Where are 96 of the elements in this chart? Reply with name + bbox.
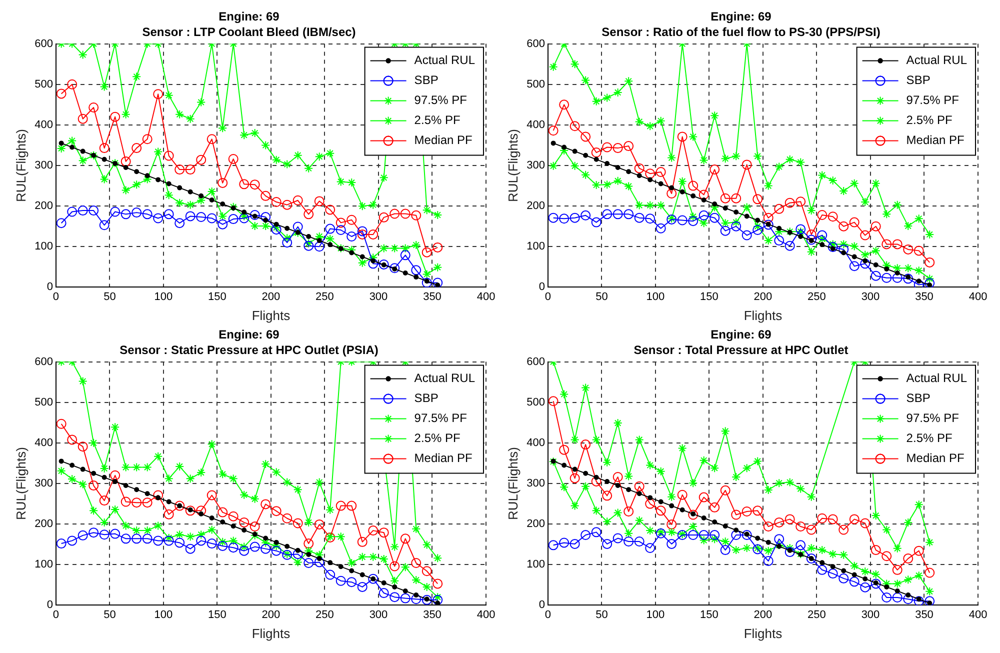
chart-subtitle: Sensor : Static Pressure at HPC Outlet (PSIA) bbox=[120, 342, 378, 357]
x-tick-label: 50 bbox=[104, 608, 116, 621]
y-tick-label: 400 bbox=[526, 118, 545, 131]
legend-label: 2.5% PF bbox=[906, 431, 952, 446]
x-tick-label: 400 bbox=[476, 290, 496, 303]
x-tick-label: 350 bbox=[423, 608, 442, 621]
legend-label: 97.5% PF bbox=[414, 93, 468, 108]
y-tick-label: 300 bbox=[526, 478, 545, 490]
legend-label: Actual RUL bbox=[414, 53, 476, 68]
y-tick-label: 500 bbox=[34, 78, 53, 90]
x-tick-label: 150 bbox=[208, 290, 226, 303]
x-tick-label: 200 bbox=[754, 608, 772, 621]
x-tick-label: 100 bbox=[646, 290, 665, 303]
x-tick-label: 400 bbox=[968, 290, 988, 303]
y-tick-label: 400 bbox=[34, 118, 53, 131]
x-tick-label: 300 bbox=[861, 608, 880, 621]
y-tick-label: 200 bbox=[34, 200, 53, 212]
y-tick-label: 500 bbox=[526, 396, 545, 408]
x-axis-title: Flights bbox=[744, 308, 783, 323]
y-tick-label: 200 bbox=[526, 518, 545, 530]
x-tick-label: 250 bbox=[808, 290, 826, 303]
y-tick-label: 0 bbox=[538, 281, 545, 294]
legend-label: 2.5% PF bbox=[906, 113, 952, 128]
x-tick-label: 350 bbox=[915, 290, 934, 303]
x-tick-label: 400 bbox=[476, 608, 496, 621]
legend-label: Actual RUL bbox=[906, 371, 968, 386]
x-tick-label: 150 bbox=[700, 290, 718, 303]
x-tick-label: 250 bbox=[808, 608, 826, 621]
y-tick-label: 600 bbox=[526, 356, 545, 368]
chart-subtitle: Sensor : Ratio of the fuel flow to PS-30 (PPS/PSI) bbox=[602, 24, 880, 39]
x-tick-label: 100 bbox=[154, 290, 173, 303]
y-tick-label: 500 bbox=[34, 396, 53, 408]
x-tick-label: 200 bbox=[262, 608, 280, 621]
legend-label: 2.5% PF bbox=[414, 113, 460, 128]
y-axis-title: RUL(Flights) bbox=[13, 129, 28, 202]
x-axis-title: Flights bbox=[744, 626, 783, 641]
legend-label: Actual RUL bbox=[906, 53, 968, 68]
y-tick-label: 0 bbox=[538, 599, 545, 612]
y-axis-title: RUL(Flights) bbox=[505, 129, 520, 202]
chart-title: Engine: 69 bbox=[710, 10, 772, 24]
legend-label: Median PF bbox=[906, 451, 964, 466]
x-tick-label: 400 bbox=[968, 608, 988, 621]
legend-label: Median PF bbox=[414, 451, 472, 466]
legend-label: SBP bbox=[414, 391, 438, 406]
y-tick-label: 600 bbox=[526, 38, 545, 50]
x-axis-title: Flights bbox=[252, 626, 291, 641]
x-tick-label: 150 bbox=[700, 608, 718, 621]
y-tick-label: 300 bbox=[34, 478, 53, 490]
y-tick-label: 400 bbox=[526, 436, 545, 449]
x-tick-label: 50 bbox=[596, 290, 608, 303]
y-axis-title: RUL(Flights) bbox=[13, 447, 28, 520]
chart-title: Engine: 69 bbox=[218, 10, 280, 24]
legend-label: 97.5% PF bbox=[906, 411, 960, 426]
chart-title: Engine: 69 bbox=[710, 328, 772, 342]
x-tick-label: 200 bbox=[262, 290, 280, 303]
legend-label: 2.5% PF bbox=[414, 431, 460, 446]
x-tick-label: 200 bbox=[754, 290, 772, 303]
y-tick-label: 200 bbox=[34, 518, 53, 530]
x-tick-label: 100 bbox=[154, 608, 173, 621]
y-tick-label: 0 bbox=[46, 281, 53, 294]
legend-label: 97.5% PF bbox=[414, 411, 468, 426]
y-tick-label: 100 bbox=[526, 240, 545, 253]
x-tick-label: 300 bbox=[369, 608, 388, 621]
y-axis-title: RUL(Flights) bbox=[505, 447, 520, 520]
chart-title: Engine: 69 bbox=[218, 328, 280, 342]
y-tick-label: 300 bbox=[34, 160, 53, 172]
legend-label: Actual RUL bbox=[414, 371, 476, 386]
y-tick-label: 600 bbox=[34, 356, 53, 368]
legend-label: SBP bbox=[906, 73, 930, 88]
x-tick-label: 50 bbox=[596, 608, 608, 621]
legend-label: SBP bbox=[906, 391, 930, 406]
legend-label: Median PF bbox=[414, 133, 472, 148]
x-tick-label: 250 bbox=[316, 290, 334, 303]
x-tick-label: 50 bbox=[104, 290, 116, 303]
x-tick-label: 250 bbox=[316, 608, 334, 621]
chart-subtitle: Sensor : Total Pressure at HPC Outlet bbox=[634, 342, 848, 357]
chart-subtitle: Sensor : LTP Coolant Bleed (IBM/sec) bbox=[142, 24, 356, 39]
x-tick-label: 300 bbox=[369, 290, 388, 303]
x-tick-label: 350 bbox=[915, 608, 934, 621]
x-axis-title: Flights bbox=[252, 308, 291, 323]
y-tick-label: 100 bbox=[526, 558, 545, 571]
y-tick-label: 400 bbox=[34, 436, 53, 449]
y-tick-label: 100 bbox=[34, 240, 53, 253]
x-tick-label: 150 bbox=[208, 608, 226, 621]
y-tick-label: 0 bbox=[46, 599, 53, 612]
x-tick-label: 100 bbox=[646, 608, 665, 621]
x-tick-label: 300 bbox=[861, 290, 880, 303]
legend-label: SBP bbox=[414, 73, 438, 88]
legend-label: Median PF bbox=[906, 133, 964, 148]
y-tick-label: 200 bbox=[526, 200, 545, 212]
y-tick-label: 500 bbox=[526, 78, 545, 90]
legend-label: 97.5% PF bbox=[906, 93, 960, 108]
x-tick-label: 350 bbox=[423, 290, 442, 303]
y-tick-label: 100 bbox=[34, 558, 53, 571]
y-tick-label: 600 bbox=[34, 38, 53, 50]
y-tick-label: 300 bbox=[526, 160, 545, 172]
